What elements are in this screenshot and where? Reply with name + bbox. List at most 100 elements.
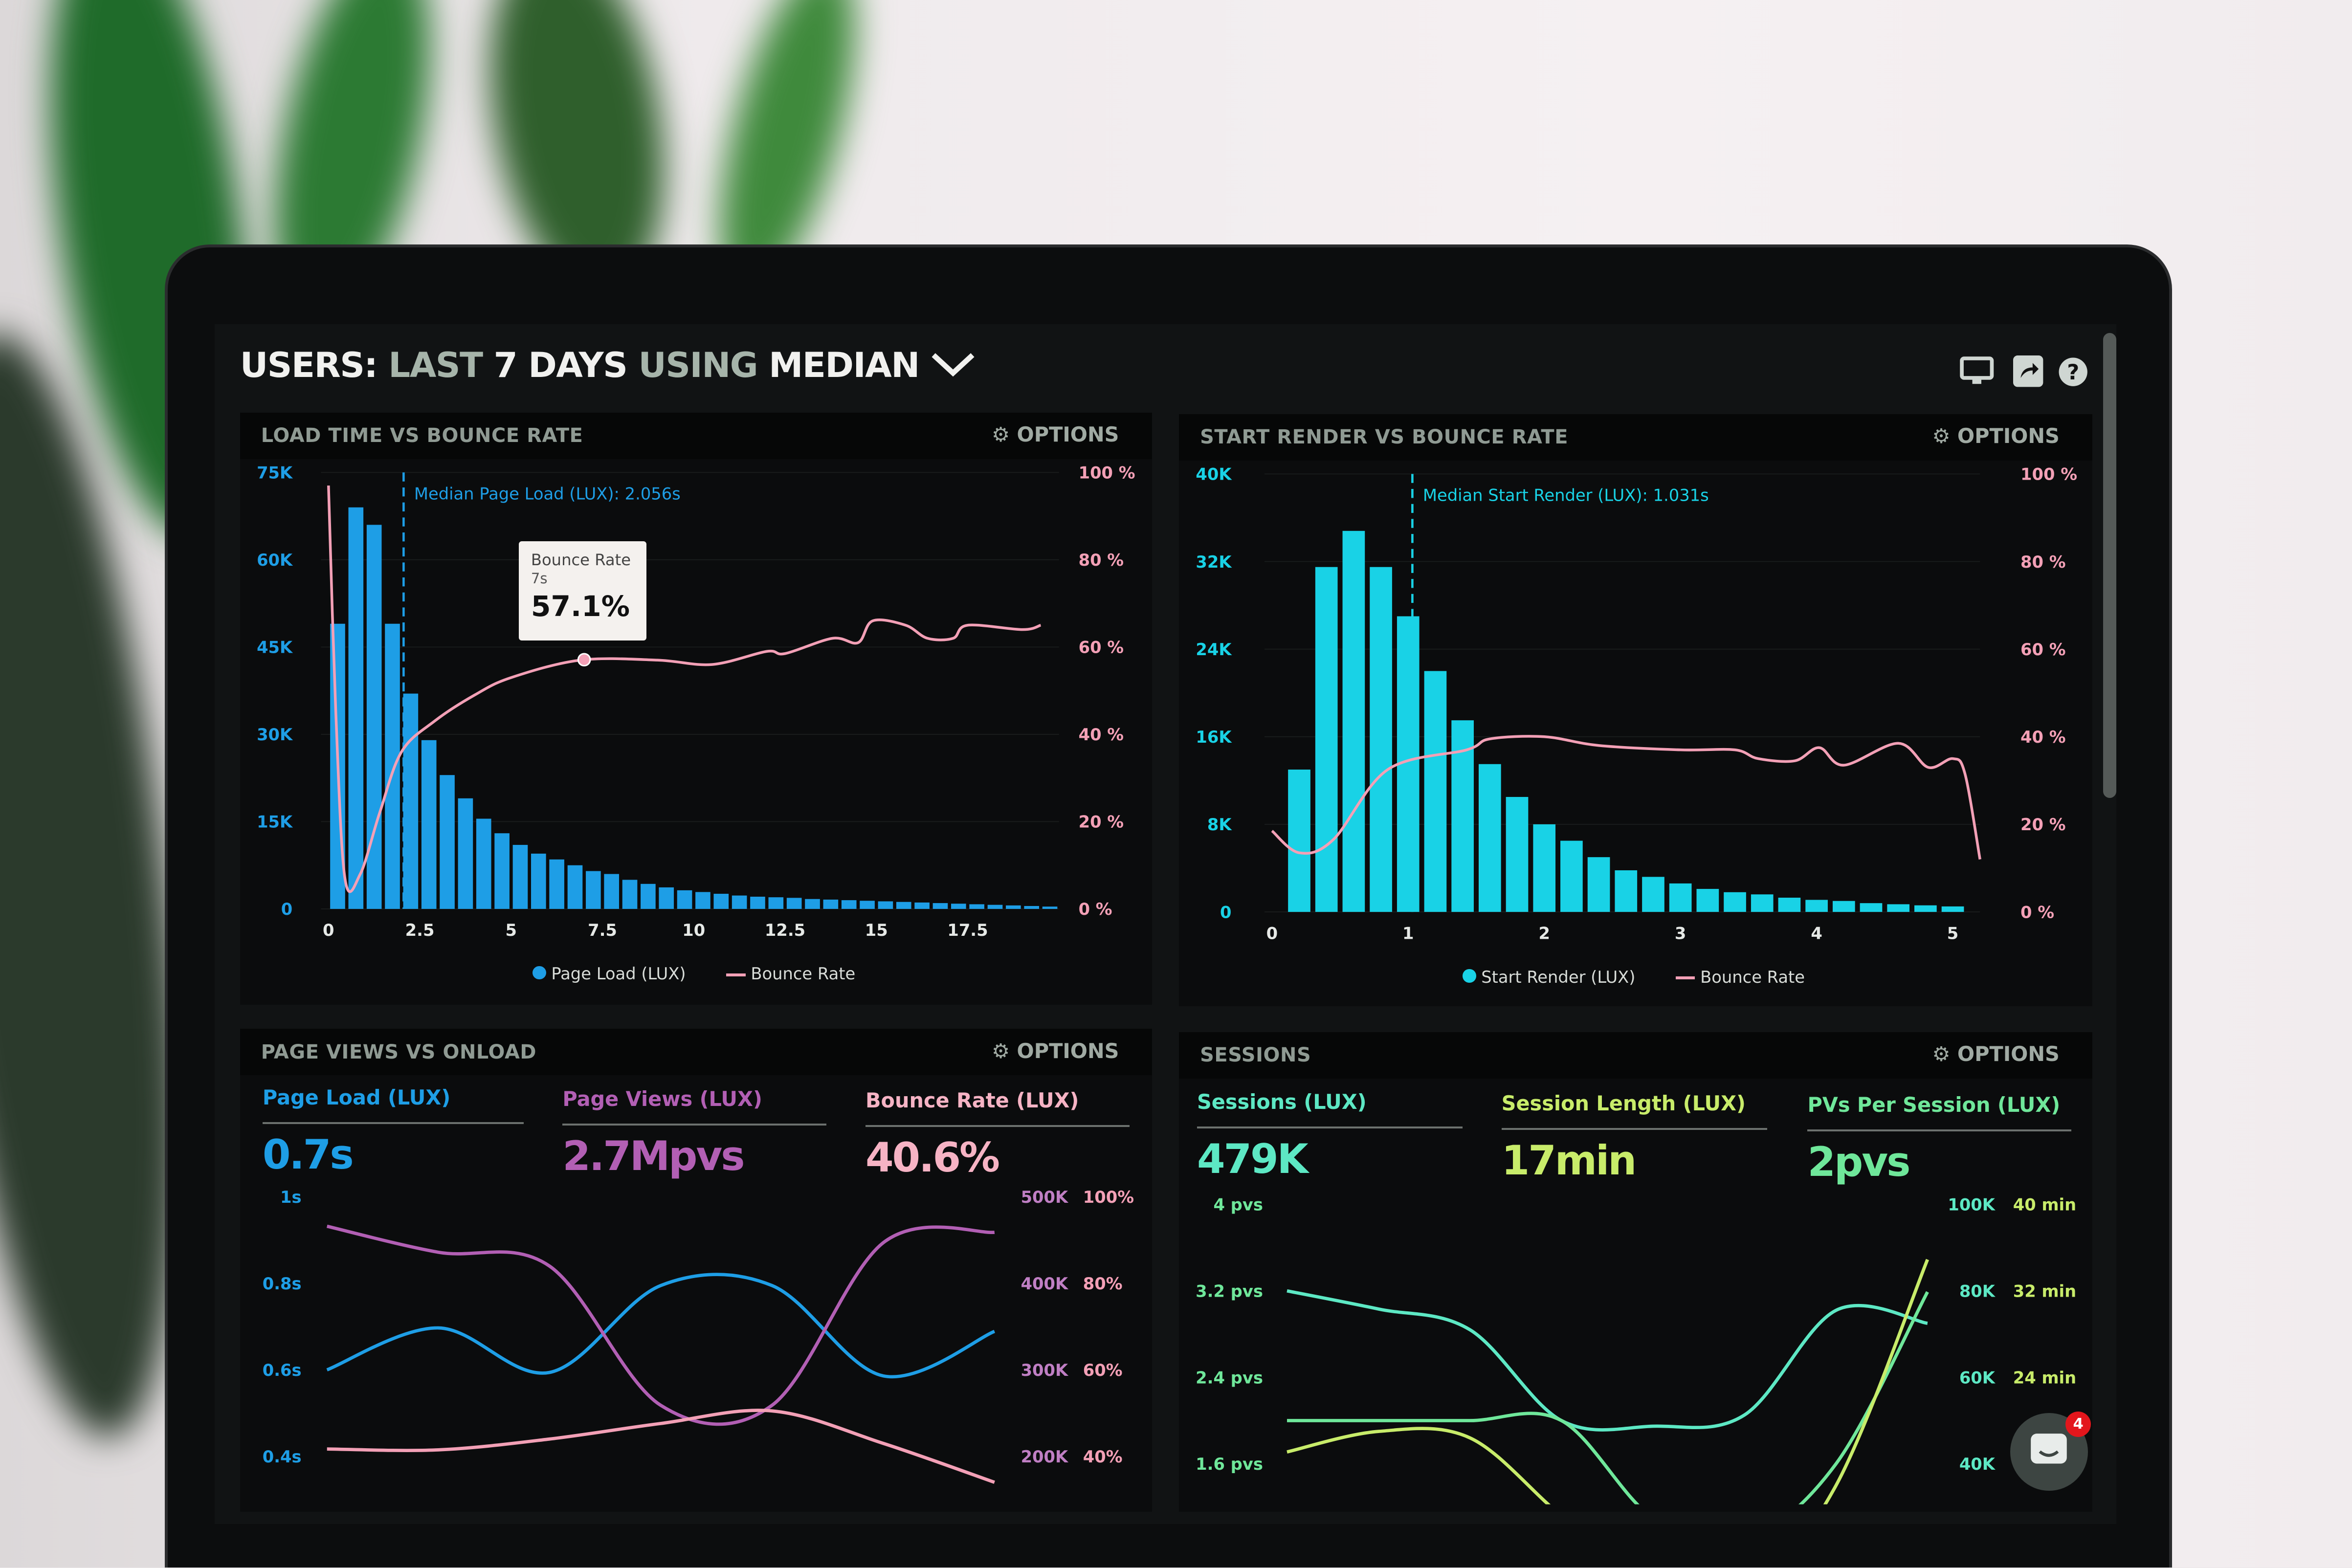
histogram-bar [1424,671,1447,912]
series-line [326,1273,996,1379]
histogram-bar [768,897,784,909]
legend-bounce-rate[interactable]: Bounce Rate [726,964,856,984]
y-right-tick: 200K [1021,1447,1069,1466]
panel-title: SESSIONS [1200,1044,1311,1067]
metric-value: 479K [1197,1135,1309,1183]
title-users: USERS: [240,345,378,385]
y-right-tick: 20 % [2020,815,2066,834]
x-tick: 2 [1538,924,1550,943]
title-last: LAST [388,345,483,385]
legend-label: Bounce Rate [1700,967,1805,987]
svg-text:?: ? [2067,360,2079,385]
y-left-tick: 2.4 pvs [1196,1368,1263,1387]
x-tick: 17.5 [947,921,988,940]
y-right-tick: 100K [1948,1195,1996,1215]
legend-label: Bounce Rate [751,964,856,984]
y-left-tick: 0 [1220,903,1231,922]
x-tick: 10 [682,921,705,940]
x-tick: 2.5 [405,921,435,940]
y-right-tick: 100 % [1079,464,1135,483]
histogram-bar [1587,857,1610,912]
legend-start-render[interactable]: Start Render (LUX) [1462,967,1636,987]
histogram-bar [440,775,455,909]
legend-page-load[interactable]: Page Load (LUX) [532,964,686,984]
histogram-bar [1560,840,1583,912]
y-right-tick: 80 % [1079,551,1124,570]
options-button[interactable]: ⚙ OPTIONS [992,423,1119,446]
options-label: OPTIONS [1957,424,2060,448]
histogram-bar [932,903,948,909]
scrollbar[interactable] [2103,333,2117,798]
page-views-panel [240,1032,1152,1512]
y-right-tick: 80K [1959,1281,1996,1301]
y-left-tick: 0 [281,900,292,919]
monitor-icon[interactable] [1960,356,1994,387]
metric-divider [1807,1129,2072,1132]
y-right-tick: 40 % [2020,728,2066,747]
x-tick: 1 [1402,924,1414,943]
metric-label: PVs Per Session (LUX) [1807,1093,2061,1117]
histogram-bar [403,693,419,909]
histogram-bar [1832,901,1855,912]
metric-divider [1197,1126,1463,1129]
histogram-bar [1006,905,1021,909]
x-tick: 5 [1947,924,1958,943]
histogram-bar [622,880,638,909]
y-right-tick: 100 % [2020,465,2077,484]
y-right-tick: 40 min [2013,1195,2076,1215]
histogram-bar [604,874,620,909]
options-button[interactable]: ⚙ OPTIONS [1932,424,2059,448]
y-right-tick: 24 min [2013,1368,2076,1387]
metric-label: Session Length (LUX) [1501,1092,1746,1116]
y-right-tick: 60% [1083,1361,1123,1380]
panel-title: PAGE VIEWS VS ONLOAD [261,1040,537,1063]
histogram-bar [1370,567,1392,912]
share-icon[interactable] [2013,355,2043,387]
histogram-bar [878,901,893,909]
y-left-tick: 3.2 pvs [1196,1281,1263,1301]
chevron-down-icon[interactable] [931,352,976,377]
y-right-tick: 80 % [2020,552,2066,572]
options-button[interactable]: ⚙ OPTIONS [1932,1042,2059,1066]
y-right-tick: 40% [1083,1447,1123,1466]
y-right-tick: 40K [1959,1455,1996,1474]
options-label: OPTIONS [1017,423,1119,447]
y-left-tick: 8K [1207,815,1232,834]
help-icon[interactable]: ? [2058,357,2088,387]
metric-value: 0.7s [262,1130,354,1178]
legend-label: Start Render (LUX) [1481,967,1636,987]
y-left-tick: 60K [257,551,293,570]
gear-icon: ⚙ [1932,1042,1951,1066]
load-time-header: LOAD TIME VS BOUNCE RATE ⚙ OPTIONS [240,412,1152,459]
x-tick: 4 [1811,924,1822,943]
options-button[interactable]: ⚙ OPTIONS [992,1039,1119,1063]
histogram-bar [1533,824,1556,912]
options-label: OPTIONS [1957,1042,2060,1066]
histogram-bar [914,902,930,909]
metric-value: 2.7Mpvs [562,1132,745,1180]
histogram-bar [1042,906,1058,909]
histogram-bar [641,883,656,909]
chat-button[interactable]: 4 [2010,1411,2091,1491]
x-tick: 15 [865,921,888,940]
x-tick: 7.5 [588,921,617,940]
y-left-tick: 0.4s [263,1447,302,1466]
histogram-bar [951,904,966,909]
sessions-header: SESSIONS ⚙ OPTIONS [1179,1032,2093,1079]
tooltip: Bounce Rate 7s 57.1% [519,541,647,640]
metric-value: 17min [1501,1137,1637,1185]
histogram-bar [860,901,875,909]
histogram-bar [476,818,491,909]
histogram-bar [1669,883,1692,912]
panel-title: LOAD TIME VS BOUNCE RATE [261,424,583,447]
y-left-tick: 15K [257,813,293,832]
legend-bounce-rate[interactable]: Bounce Rate [1675,967,1805,987]
legend-label: Page Load (LUX) [551,964,686,984]
page-title[interactable]: USERS: LAST 7 DAYS USING MEDIAN [240,345,976,385]
y-right-tick: 100% [1083,1188,1134,1207]
legend-line-icon [726,973,746,977]
histogram-bar [1342,530,1365,912]
histogram-bar [659,887,674,909]
